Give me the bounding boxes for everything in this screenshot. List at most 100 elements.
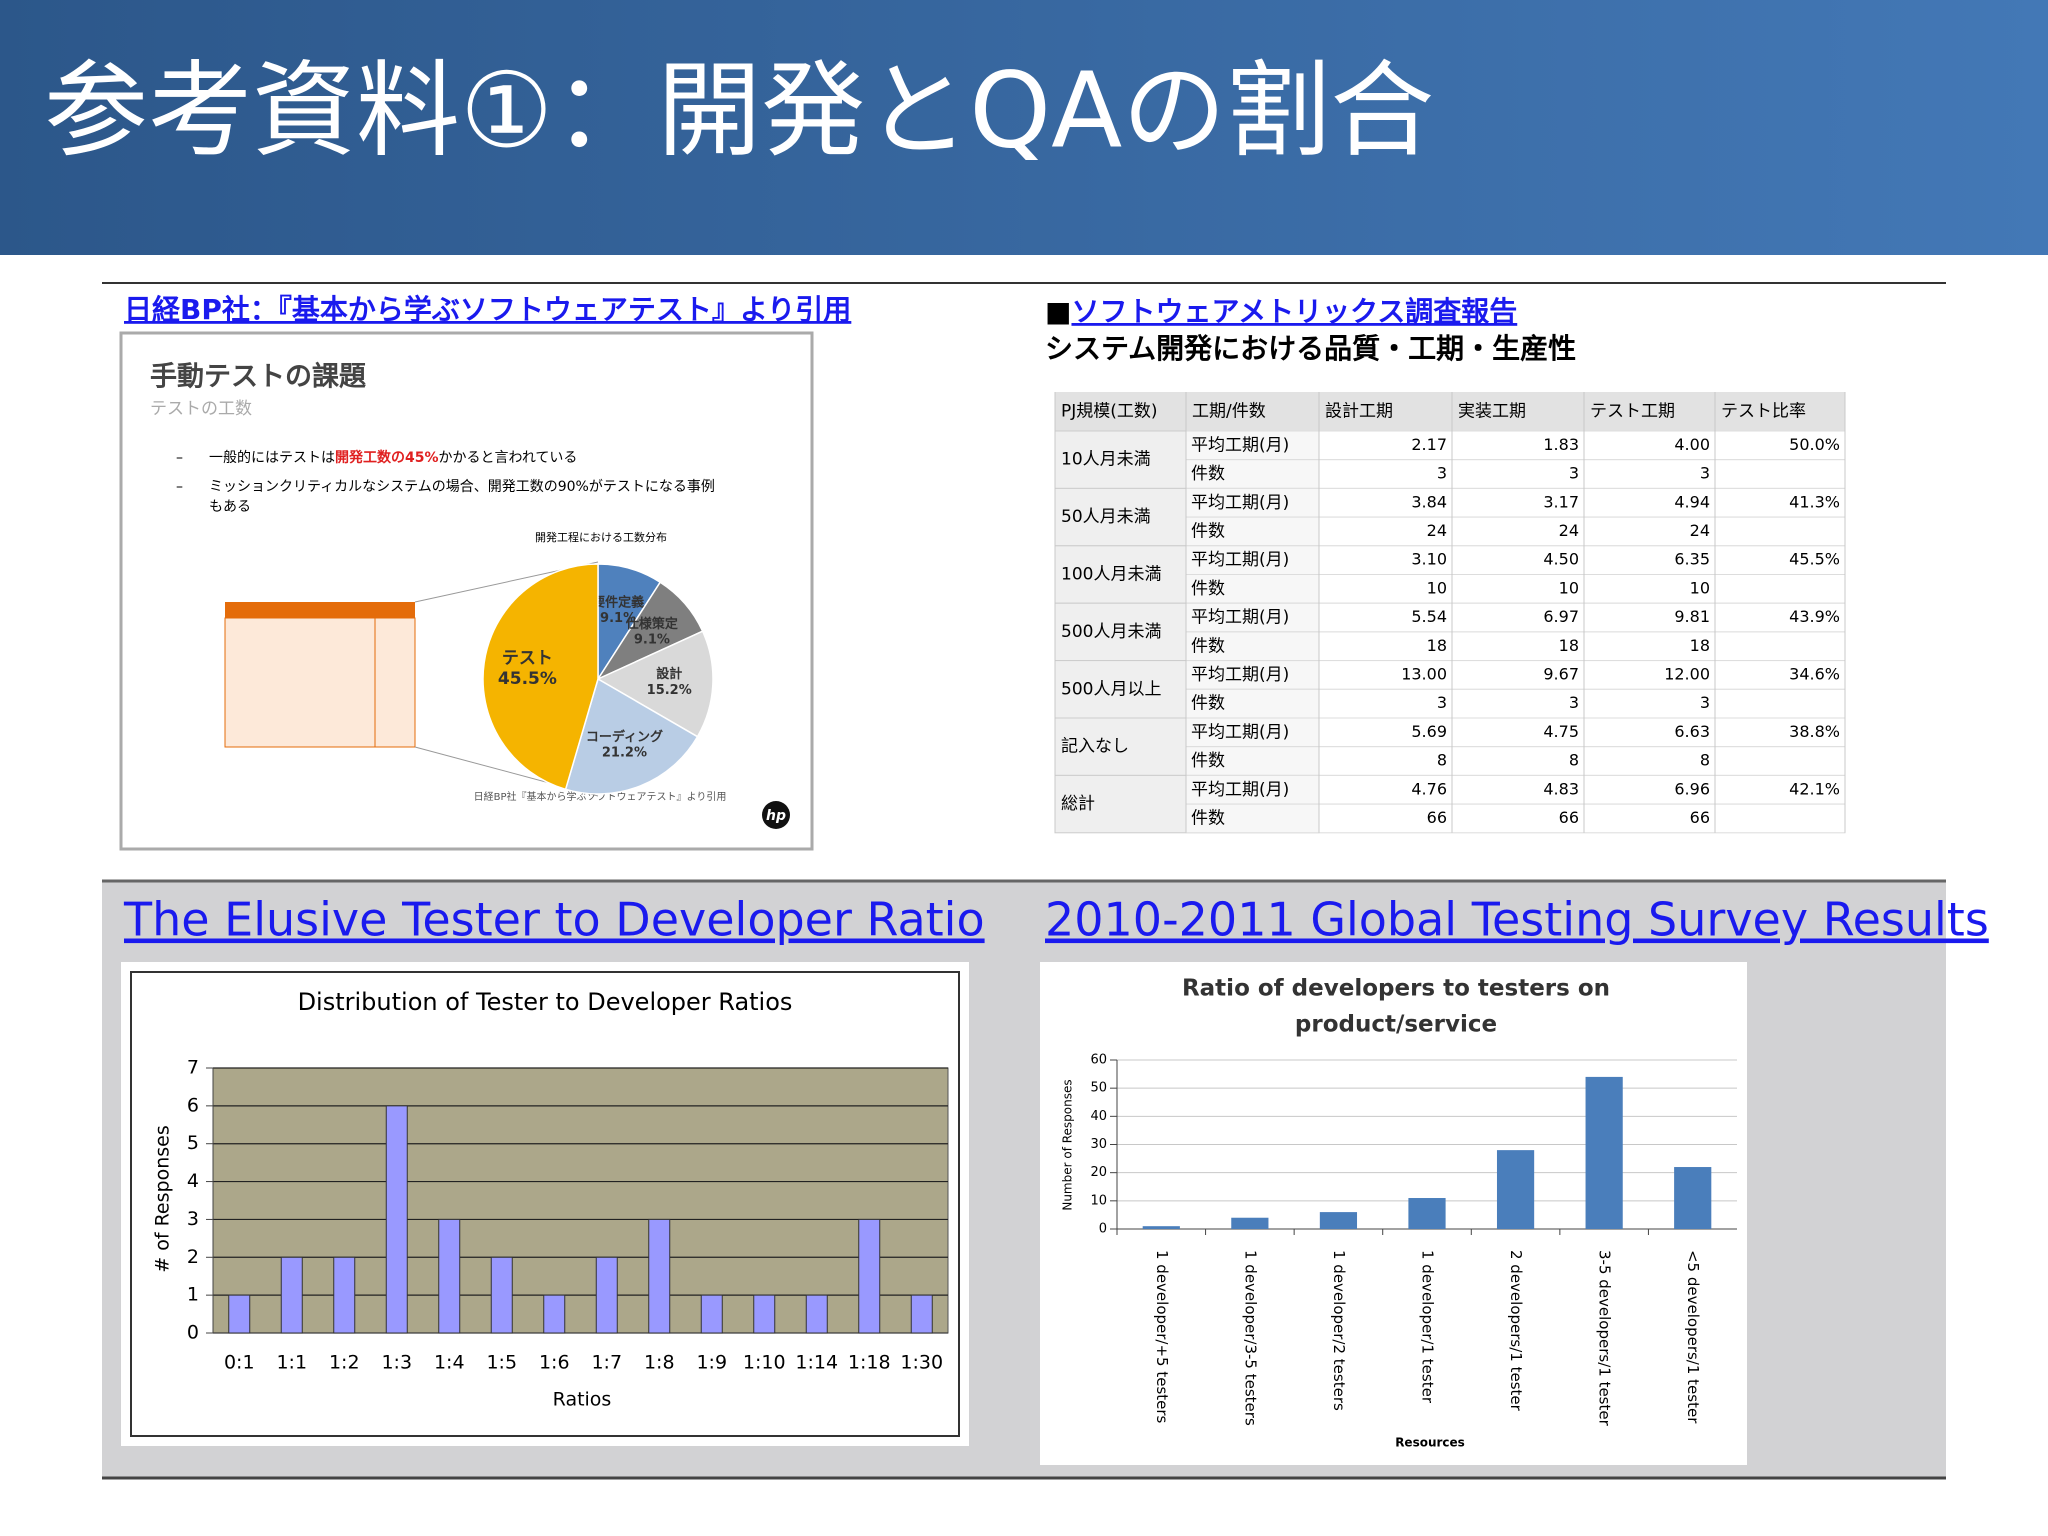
table-cell: 3.10 [1411, 550, 1447, 569]
table-row-kind: 件数 [1191, 521, 1225, 541]
table-cell: 4.00 [1674, 435, 1710, 454]
y-tick-label: 60 [1090, 1053, 1107, 1068]
table-cell: 6.35 [1674, 550, 1710, 569]
bar [1319, 1212, 1358, 1229]
chart-border [130, 971, 960, 1437]
table-row-kind: 件数 [1191, 694, 1225, 714]
pie-value-label: 21.2% [602, 746, 647, 761]
x-tick-label: <5 developers/1 tester [1684, 1250, 1702, 1424]
plot-area [212, 1067, 949, 1334]
table-group-bg [1054, 487, 1187, 547]
bar [228, 1294, 251, 1334]
bullet-part: かかると言われている [439, 450, 578, 466]
metrics-link[interactable]: ソフトウェアメトリックス調査報告 [1071, 295, 1517, 328]
x-axis-label: Ratios [553, 1389, 612, 1411]
x-tick-label: 1:1 [276, 1352, 307, 1374]
bullet-highlight: 開発工数の45% [335, 449, 439, 466]
table-cell: 10 [1427, 578, 1447, 597]
y-tick-label: 2 [187, 1246, 199, 1268]
pie-value-label: 45.5% [498, 669, 557, 689]
table-group-name: 記入なし [1061, 737, 1129, 757]
logo [762, 801, 790, 829]
table-cell: 8 [1437, 751, 1447, 770]
x-tick-label: 1 developer/+5 testers [1153, 1250, 1171, 1424]
table-cell: 10 [1559, 578, 1579, 597]
table-cell: 3.84 [1411, 492, 1447, 511]
table-group-bg [1054, 717, 1187, 776]
y-tick-label: 30 [1090, 1137, 1107, 1152]
table-cell: 5.54 [1411, 607, 1447, 626]
table-group-bg [1054, 602, 1187, 662]
pie-slice [596, 630, 714, 738]
pie-title: 開発工程における工数分布 [535, 530, 667, 544]
x-tick-label: 1:30 [900, 1352, 943, 1374]
pie-value-label: 15.2% [647, 683, 692, 698]
table-kind-bg [1185, 803, 1320, 834]
bullet: もある [209, 499, 251, 515]
table-kind-bg [1185, 774, 1320, 805]
table-cell: 3 [1700, 464, 1710, 483]
mini-table-body [224, 617, 416, 748]
bullet-part: 一般的にはテストは [209, 450, 335, 466]
table-cell: 6.96 [1674, 779, 1710, 798]
y-tick-label: 3 [187, 1208, 199, 1230]
pie-label: テスト [502, 649, 553, 669]
bullet-mark: – [176, 450, 183, 466]
y-tick-label: 6 [187, 1094, 199, 1116]
bar [700, 1294, 723, 1334]
table-row-kind: 平均工期(月) [1191, 550, 1289, 570]
x-tick-label: 1:4 [434, 1352, 465, 1374]
table-cell: 38.8% [1789, 722, 1840, 741]
table-cell: 5.69 [1411, 722, 1447, 741]
table-header-bg [1055, 392, 1845, 431]
bar [1231, 1217, 1269, 1229]
x-tick-label: 1:7 [591, 1352, 622, 1374]
table-cell: 66 [1559, 808, 1579, 827]
article-link[interactable]: 2010-2011 Global Testing Survey Results [1045, 893, 1989, 947]
table-kind-bg [1185, 430, 1320, 461]
table-cell: 18 [1690, 636, 1710, 655]
source-link[interactable]: 日経BP社：『基本から学ぶソフトウェアテスト』より引用 [124, 293, 851, 326]
table-cell: 42.1% [1789, 779, 1840, 798]
slide-title: 参考資料①：開発とQAの割合 [44, 49, 1434, 171]
x-tick-label: 0:1 [224, 1352, 255, 1374]
table-cell: 12.00 [1664, 664, 1710, 683]
table-group-name: 100人月未満 [1061, 565, 1161, 585]
table-cell: 8 [1700, 751, 1710, 770]
chart-frame [1040, 962, 1747, 1465]
table-cell: 4.94 [1674, 492, 1710, 511]
table-cell: 13.00 [1401, 664, 1447, 683]
bar [1674, 1167, 1712, 1229]
y-tick-label: 0 [187, 1322, 199, 1344]
pie-label: 設計 [656, 666, 682, 682]
table-header: 実装工期 [1458, 402, 1526, 422]
inner-subtitle: テストの工数 [150, 399, 252, 419]
table-cell: 1.83 [1543, 435, 1579, 454]
metrics-subtitle: システム開発における品質・工期・生産性 [1045, 332, 1576, 365]
table-cell: 41.3% [1789, 492, 1840, 511]
bar [1142, 1226, 1180, 1229]
table-cell: 18 [1559, 636, 1579, 655]
table-cell: 24 [1690, 521, 1710, 540]
pie-label: 要件定義 [592, 594, 644, 610]
chart-title: Ratio of developers to testers on [1182, 976, 1610, 1002]
x-tick-label: 1 developer/1 tester [1419, 1250, 1437, 1404]
table-header: テスト比率 [1721, 402, 1806, 422]
table-cell: 9.67 [1543, 664, 1579, 683]
bar [1585, 1076, 1623, 1229]
bullet: ミッションクリティカルなシステムの場合、開発工数の90%がテストになる事例 [209, 479, 715, 495]
x-tick-label: 1:10 [743, 1352, 786, 1374]
table-row-kind: 平均工期(月) [1191, 493, 1289, 513]
table-cell: 9.81 [1674, 607, 1710, 626]
table-cell: 18 [1427, 636, 1447, 655]
bullet: 一般的にはテストは開発工数の45%かかると言われている [209, 449, 577, 466]
table-group-bg [1054, 774, 1187, 834]
table-row-kind: 平均工期(月) [1191, 780, 1289, 800]
article-link[interactable]: The Elusive Tester to Developer Ratio [123, 893, 985, 947]
x-tick-label: 1:2 [329, 1352, 360, 1374]
pie-slice [482, 563, 599, 791]
table-cell: 3 [1569, 464, 1579, 483]
bar [543, 1294, 566, 1334]
table-group-name: 500人月以上 [1061, 679, 1161, 699]
